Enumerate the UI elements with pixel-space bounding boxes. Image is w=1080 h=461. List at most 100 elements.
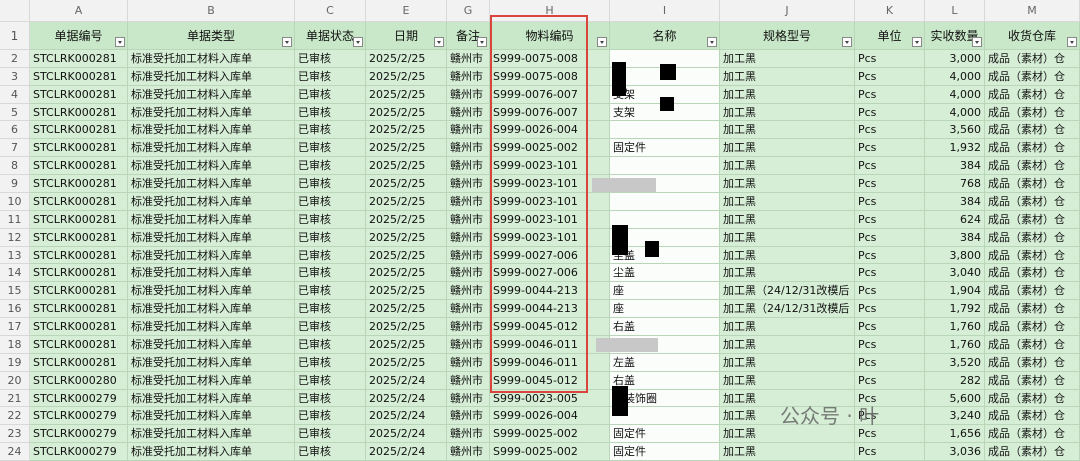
column-letter[interactable]: E — [366, 0, 447, 22]
cell[interactable]: STCLRK000279 — [30, 389, 128, 408]
cell[interactable]: 282 — [925, 371, 985, 390]
cell[interactable]: 赣州市 — [447, 192, 490, 211]
cell[interactable]: Pcs — [855, 300, 925, 319]
cell[interactable]: STCLRK000279 — [30, 425, 128, 444]
cell[interactable]: STCLRK000281 — [30, 85, 128, 104]
filter-button[interactable] — [972, 37, 982, 47]
cell[interactable]: 3,036 — [925, 443, 985, 461]
cell[interactable]: S999-0025-002 — [490, 139, 610, 158]
cell[interactable]: 支架 — [610, 103, 720, 122]
cell[interactable]: 座 — [610, 300, 720, 319]
cell[interactable]: 已审核 — [295, 228, 366, 247]
column-letter[interactable]: B — [128, 0, 295, 22]
cell[interactable]: 加工黑 — [720, 335, 855, 354]
cell[interactable]: 2025/2/24 — [366, 407, 447, 426]
row-number[interactable]: 24 — [0, 443, 30, 461]
cell[interactable]: 加工黑 — [720, 353, 855, 372]
cell[interactable]: 成品（素材）仓 — [985, 389, 1080, 408]
row-number[interactable]: 18 — [0, 335, 30, 354]
column-header[interactable]: 名称 — [610, 22, 720, 50]
cell[interactable]: 加工黑 — [720, 103, 855, 122]
column-letter[interactable]: I — [610, 0, 720, 22]
cell[interactable]: 固定件 — [610, 443, 720, 461]
cell[interactable]: 尘盖 — [610, 264, 720, 283]
cell[interactable]: 成品（素材）仓 — [985, 371, 1080, 390]
cell[interactable]: 右盖 — [610, 371, 720, 390]
cell[interactable]: 标准受托加工材料入库单 — [128, 353, 295, 372]
filter-button[interactable] — [1067, 37, 1077, 47]
column-header[interactable]: 物料编码 — [490, 22, 610, 50]
cell[interactable]: 加工黑 — [720, 371, 855, 390]
cell[interactable]: 成品（素材）仓 — [985, 85, 1080, 104]
cell[interactable]: S999-0025-002 — [490, 425, 610, 444]
filter-button[interactable] — [597, 37, 607, 47]
cell[interactable]: 赣州市 — [447, 175, 490, 193]
row-number[interactable]: 1 — [0, 22, 30, 50]
cell[interactable]: 标准受托加工材料入库单 — [128, 318, 295, 336]
cell[interactable]: 赣州市 — [447, 121, 490, 140]
cell[interactable]: Pcs — [855, 85, 925, 104]
cell[interactable]: 2025/2/25 — [366, 121, 447, 140]
row-number[interactable]: 19 — [0, 353, 30, 372]
cell[interactable]: Pcs — [855, 353, 925, 372]
corner[interactable] — [0, 0, 30, 22]
cell[interactable]: 2025/2/24 — [366, 425, 447, 444]
cell[interactable]: 成品（素材）仓 — [985, 282, 1080, 301]
cell[interactable]: 加工黑 — [720, 246, 855, 265]
cell[interactable]: 384 — [925, 157, 985, 176]
cell[interactable]: 2025/2/25 — [366, 318, 447, 336]
cell[interactable]: 2025/2/24 — [366, 389, 447, 408]
cell[interactable]: 2025/2/25 — [366, 85, 447, 104]
cell[interactable]: 2025/2/25 — [366, 50, 447, 68]
cell[interactable]: Pcs — [855, 282, 925, 301]
cell[interactable]: 已审核 — [295, 157, 366, 176]
cell[interactable]: 标准受托加工材料入库单 — [128, 139, 295, 158]
cell[interactable]: 2025/2/24 — [366, 443, 447, 461]
cell[interactable]: STCLRK000281 — [30, 50, 128, 68]
cell[interactable]: 左盖 — [610, 353, 720, 372]
column-header[interactable]: 日期 — [366, 22, 447, 50]
row-number[interactable]: 4 — [0, 85, 30, 104]
cell[interactable]: 2025/2/25 — [366, 353, 447, 372]
cell[interactable]: 标准受托加工材料入库单 — [128, 210, 295, 229]
filter-button[interactable] — [282, 37, 292, 47]
cell[interactable]: 已审核 — [295, 282, 366, 301]
cell[interactable]: 成品（素材）仓 — [985, 50, 1080, 68]
cell[interactable]: 加工黑 — [720, 50, 855, 68]
cell[interactable]: 2025/2/25 — [366, 335, 447, 354]
row-number[interactable]: 11 — [0, 210, 30, 229]
cell[interactable]: 加工黑（24/12/31改模后 — [720, 282, 855, 301]
cell[interactable]: 加工黑 — [720, 264, 855, 283]
cell[interactable]: 成品（素材）仓 — [985, 246, 1080, 265]
cell[interactable]: 已审核 — [295, 139, 366, 158]
cell[interactable]: 已审核 — [295, 246, 366, 265]
cell[interactable]: 3,800 — [925, 246, 985, 265]
filter-button[interactable] — [707, 37, 717, 47]
cell[interactable]: 2025/2/25 — [366, 175, 447, 193]
cell[interactable]: STCLRK000279 — [30, 407, 128, 426]
column-letter[interactable]: C — [295, 0, 366, 22]
cell[interactable]: 标准受托加工材料入库单 — [128, 50, 295, 68]
cell[interactable]: 2025/2/25 — [366, 157, 447, 176]
cell[interactable]: Pcs — [855, 139, 925, 158]
cell[interactable]: Pcs — [855, 67, 925, 86]
row-number[interactable]: 15 — [0, 282, 30, 301]
cell[interactable]: 赣州市 — [447, 407, 490, 426]
cell[interactable]: 加工黑 — [720, 67, 855, 86]
cell[interactable]: 已审核 — [295, 103, 366, 122]
cell[interactable]: Pcs — [855, 264, 925, 283]
cell[interactable]: S999-0075-008 — [490, 67, 610, 86]
row-number[interactable]: 16 — [0, 300, 30, 319]
cell[interactable] — [610, 157, 720, 176]
cell[interactable]: S999-0044-213 — [490, 300, 610, 319]
cell[interactable]: 赣州市 — [447, 443, 490, 461]
cell[interactable]: 1,760 — [925, 335, 985, 354]
cell[interactable]: Pcs — [855, 157, 925, 176]
cell[interactable]: 384 — [925, 192, 985, 211]
cell[interactable]: 加工黑 — [720, 318, 855, 336]
cell[interactable]: S999-0027-006 — [490, 246, 610, 265]
cell[interactable]: 成品（素材）仓 — [985, 318, 1080, 336]
column-letter[interactable]: G — [447, 0, 490, 22]
cell[interactable]: 标准受托加工材料入库单 — [128, 425, 295, 444]
cell[interactable]: 3,040 — [925, 264, 985, 283]
